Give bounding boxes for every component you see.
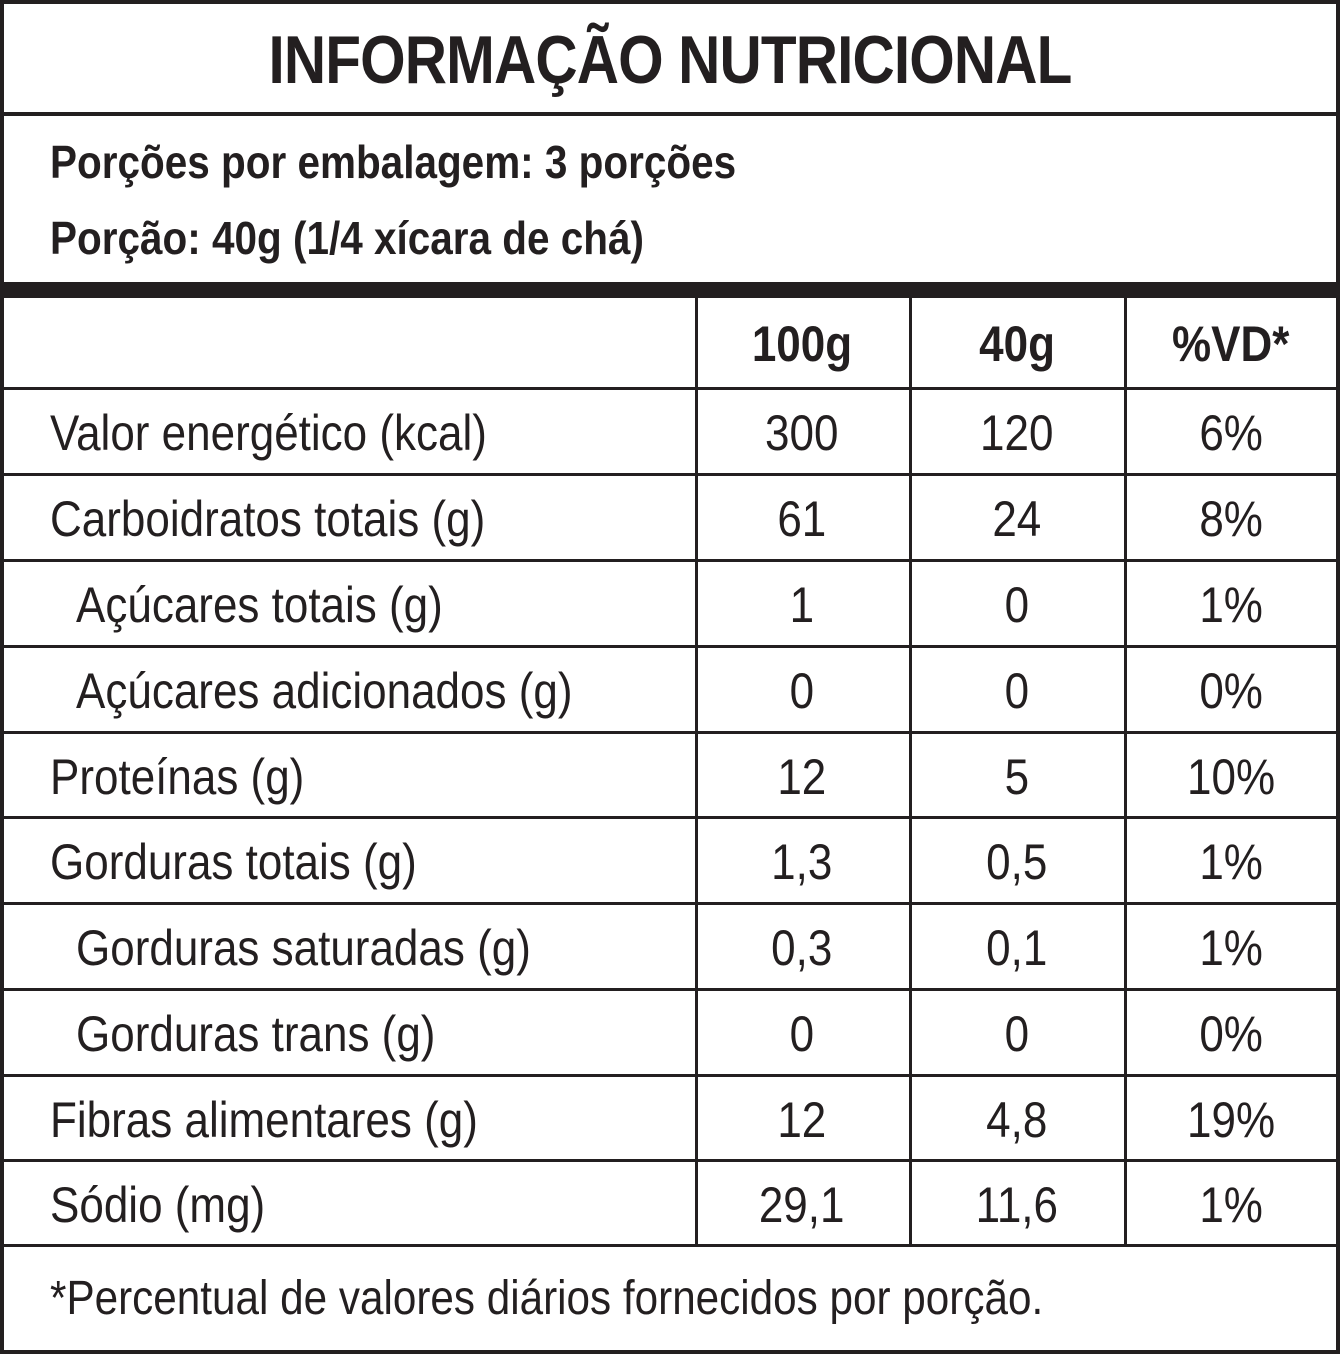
table-row: Gorduras trans (g) 0 0 0% <box>4 992 1336 1076</box>
label-title: INFORMAÇÃO NUTRICIONAL <box>268 22 1073 98</box>
table-row: Gorduras saturadas (g) 0,3 0,1 1% <box>4 906 1336 990</box>
value-per-portion: 24 <box>992 491 1042 547</box>
value-per-portion: 11,6 <box>975 1177 1059 1233</box>
value-vd: 0% <box>1199 663 1263 719</box>
value-per-100g: 0 <box>789 1006 815 1062</box>
nutrient-name: Açúcares adicionados (g) <box>76 663 573 719</box>
servings-per-package: Porções por embalagem: 3 porções <box>50 136 737 188</box>
value-vd: 1% <box>1199 1177 1263 1233</box>
value-vd: 10% <box>1186 749 1276 805</box>
nutrient-name: Gorduras totais (g) <box>50 834 417 890</box>
row-divider <box>4 1159 1336 1162</box>
value-per-portion: 0 <box>1004 577 1030 633</box>
nutrient-name: Valor energético (kcal) <box>50 405 487 461</box>
row-divider <box>4 1244 1336 1247</box>
value-vd: 1% <box>1199 577 1263 633</box>
row-divider <box>4 988 1336 991</box>
thick-divider <box>4 282 1336 298</box>
row-divider <box>4 645 1336 648</box>
table-header-row: 100g 40g %VD* <box>4 302 1336 386</box>
column-header-vd: %VD* <box>1172 316 1290 372</box>
column-header-100g: 100g <box>751 316 853 372</box>
value-per-portion: 0 <box>1004 1006 1030 1062</box>
value-per-100g: 29,1 <box>759 1177 845 1233</box>
value-per-portion: 0 <box>1004 663 1030 719</box>
row-divider <box>4 473 1336 476</box>
value-vd: 1% <box>1199 920 1263 976</box>
table-row: Valor energético (kcal) 300 120 6% <box>4 391 1336 475</box>
value-vd: 6% <box>1199 405 1263 461</box>
value-per-100g: 300 <box>765 405 839 461</box>
table-row: Açúcares adicionados (g) 0 0 0% <box>4 649 1336 733</box>
value-per-100g: 0 <box>789 663 815 719</box>
row-divider <box>4 559 1336 562</box>
value-vd: 8% <box>1199 491 1263 547</box>
table-row: Fibras alimentares (g) 12 4,8 19% <box>4 1078 1336 1162</box>
table-row: Sódio (mg) 29,1 11,6 1% <box>4 1163 1336 1247</box>
value-per-100g: 1 <box>789 577 815 633</box>
nutrient-name: Fibras alimentares (g) <box>50 1092 478 1148</box>
table-row: Proteínas (g) 12 5 10% <box>4 735 1336 819</box>
value-per-100g: 61 <box>777 491 827 547</box>
table-row: Açúcares totais (g) 1 0 1% <box>4 563 1336 647</box>
nutrient-name: Açúcares totais (g) <box>76 577 443 633</box>
value-per-100g: 12 <box>777 749 827 805</box>
value-per-portion: 5 <box>1004 749 1030 805</box>
row-divider <box>4 816 1336 819</box>
value-per-portion: 0,5 <box>986 834 1048 890</box>
value-vd: 1% <box>1199 834 1263 890</box>
value-per-100g: 0,3 <box>771 920 833 976</box>
row-divider <box>4 387 1336 390</box>
title-divider <box>4 112 1336 116</box>
row-divider <box>4 1074 1336 1077</box>
nutrient-name: Gorduras saturadas (g) <box>76 920 531 976</box>
serving-size: Porção: 40g (1/4 xícara de chá) <box>50 212 644 264</box>
value-per-100g: 12 <box>777 1092 827 1148</box>
value-per-100g: 1,3 <box>771 834 833 890</box>
value-vd: 19% <box>1186 1092 1276 1148</box>
column-divider <box>1124 298 1127 1244</box>
nutrient-name: Proteínas (g) <box>50 749 305 805</box>
table-row: Gorduras totais (g) 1,3 0,5 1% <box>4 820 1336 904</box>
value-per-portion: 4,8 <box>986 1092 1048 1148</box>
nutrient-name: Sódio (mg) <box>50 1177 266 1233</box>
nutrient-name: Gorduras trans (g) <box>76 1006 436 1062</box>
footnote: *Percentual de valores diários fornecido… <box>50 1271 1044 1325</box>
column-divider <box>909 298 912 1244</box>
column-divider <box>695 298 698 1244</box>
row-divider <box>4 731 1336 734</box>
value-per-portion: 0,1 <box>986 920 1048 976</box>
row-divider <box>4 902 1336 905</box>
value-per-portion: 120 <box>980 405 1054 461</box>
nutrient-name: Carboidratos totais (g) <box>50 491 486 547</box>
table-row: Carboidratos totais (g) 61 24 8% <box>4 477 1336 561</box>
column-header-portion: 40g <box>979 316 1055 372</box>
value-vd: 0% <box>1199 1006 1263 1062</box>
